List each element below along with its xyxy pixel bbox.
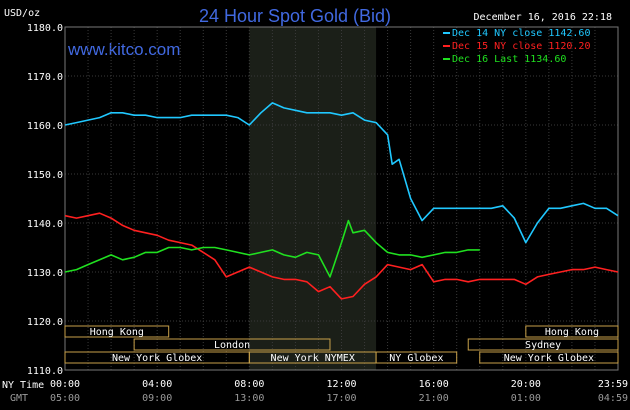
x-tick-label-gmt: 05:00 bbox=[50, 393, 80, 404]
session-box bbox=[467, 338, 619, 351]
x-tick-label-ny: 23:59 bbox=[598, 379, 628, 390]
session-box bbox=[479, 351, 619, 364]
session-label: New York Globex bbox=[504, 353, 594, 364]
session-label: Hong Kong bbox=[545, 327, 599, 338]
session-box bbox=[133, 338, 331, 351]
y-tick-label: 1110.0 bbox=[27, 366, 63, 377]
chart-title: 24 Hour Spot Gold (Bid) bbox=[199, 6, 391, 26]
legend-entry: Dec 14 NY close 1142.60 bbox=[452, 28, 590, 39]
x-tick-label-ny: 00:00 bbox=[50, 379, 80, 390]
session-label: Sydney bbox=[525, 340, 561, 351]
gmt-label: GMT bbox=[10, 393, 28, 404]
series-line-1 bbox=[64, 212, 619, 300]
session-box bbox=[525, 325, 619, 338]
y-tick-label: 1160.0 bbox=[27, 121, 63, 132]
y-tick-label: 1180.0 bbox=[27, 23, 63, 34]
session-box bbox=[375, 351, 458, 364]
x-tick-label-ny: 20:00 bbox=[511, 379, 541, 390]
legend-entry: Dec 16 Last 1134.60 bbox=[452, 54, 566, 65]
x-tick-label-gmt: 13:00 bbox=[234, 393, 264, 404]
y-tick-label: 1130.0 bbox=[27, 268, 63, 279]
x-tick-label-ny: 16:00 bbox=[419, 379, 449, 390]
x-tick-label-gmt: 09:00 bbox=[142, 393, 172, 404]
unit-label: USD/oz bbox=[4, 8, 40, 19]
x-tick-label-gmt: 17:00 bbox=[326, 393, 356, 404]
x-tick-label-ny: 04:00 bbox=[142, 379, 172, 390]
website-link[interactable]: www.kitco.com bbox=[67, 40, 180, 59]
session-label: NY Globex bbox=[389, 353, 443, 364]
x-tick-label-ny: 08:00 bbox=[234, 379, 264, 390]
ny-time-label: NY Time bbox=[2, 380, 44, 391]
y-tick-label: 1140.0 bbox=[27, 219, 63, 230]
y-tick-label: 1170.0 bbox=[27, 72, 63, 83]
plot-area: 1110.0 1120.0 1130.0 1140.0 1150.0 1160.0 1170… bbox=[27, 23, 628, 404]
legend-entry: Dec 15 NY close 1120.20 bbox=[452, 41, 590, 52]
session-label: Hong Kong bbox=[90, 327, 144, 338]
nymex-shade bbox=[249, 27, 377, 370]
session-label: New York NYMEX bbox=[271, 353, 355, 364]
x-tick-label-gmt: 04:59 bbox=[598, 393, 628, 404]
plot-frame bbox=[64, 26, 619, 371]
x-tick-label-gmt: 01:00 bbox=[511, 393, 541, 404]
x-tick-label-ny: 12:00 bbox=[326, 379, 356, 390]
session-box bbox=[64, 325, 170, 338]
session-label: New York Globex bbox=[112, 353, 202, 364]
y-tick-label: 1120.0 bbox=[27, 317, 63, 328]
timestamp: December 16, 2016 22:18 bbox=[474, 12, 612, 23]
x-tick-label-gmt: 21:00 bbox=[419, 393, 449, 404]
series-line-0 bbox=[64, 102, 619, 244]
session-label: London bbox=[214, 340, 250, 351]
y-tick-label: 1150.0 bbox=[27, 170, 63, 181]
series-line-2 bbox=[64, 219, 480, 278]
